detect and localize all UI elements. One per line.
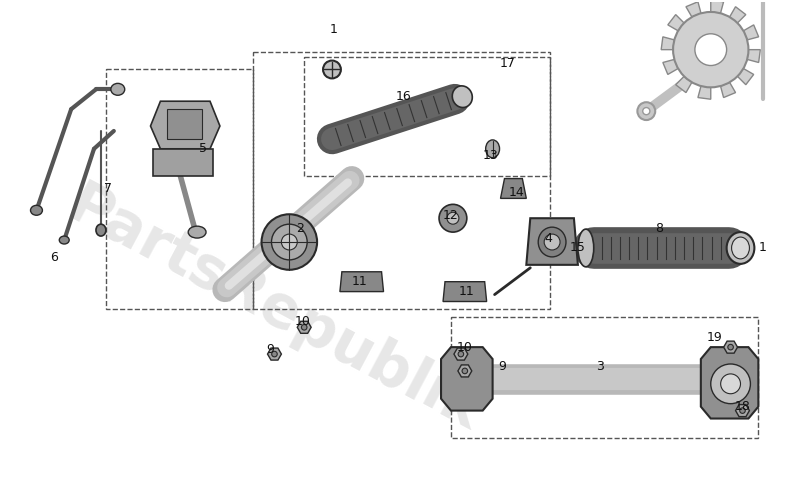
Circle shape [272,351,278,357]
Text: 4: 4 [544,232,552,245]
Circle shape [638,102,655,120]
Ellipse shape [538,227,566,257]
Bar [253,51,550,310]
Polygon shape [661,37,674,49]
Circle shape [695,34,726,66]
Circle shape [302,324,307,330]
Polygon shape [747,49,760,63]
Circle shape [673,12,749,87]
Text: 16: 16 [395,90,411,103]
Circle shape [716,55,722,60]
Text: 13: 13 [482,149,498,162]
Text: 14: 14 [509,186,524,199]
Bar [451,318,758,439]
Text: 10: 10 [294,315,310,328]
Polygon shape [686,2,701,17]
Polygon shape [454,348,468,360]
Polygon shape [701,347,758,418]
Circle shape [740,408,746,414]
Polygon shape [150,101,220,149]
Ellipse shape [111,83,125,95]
Polygon shape [721,82,735,98]
Text: 19: 19 [707,331,722,343]
Text: 11: 11 [352,275,368,288]
Polygon shape [663,59,678,74]
Ellipse shape [30,205,42,215]
Ellipse shape [731,237,750,259]
Polygon shape [738,69,754,85]
Circle shape [712,50,726,65]
Polygon shape [676,76,692,93]
Polygon shape [458,365,472,377]
Text: 8: 8 [655,221,663,235]
Text: 1: 1 [330,24,338,36]
Polygon shape [668,15,684,31]
Circle shape [710,364,750,404]
Circle shape [728,344,734,350]
Text: 3: 3 [596,361,604,373]
Text: 18: 18 [734,400,750,413]
Text: 12: 12 [443,209,459,222]
Text: 1: 1 [758,242,766,254]
Text: 9: 9 [498,361,506,373]
Polygon shape [501,178,526,198]
Text: 7: 7 [104,182,112,195]
Text: 17: 17 [499,57,515,70]
Text: 2: 2 [296,221,304,235]
Circle shape [458,351,464,357]
Polygon shape [526,218,578,265]
Circle shape [544,234,560,250]
Polygon shape [443,282,486,301]
Polygon shape [340,272,383,292]
Bar [167,109,202,139]
Polygon shape [441,347,493,411]
Ellipse shape [726,232,754,264]
Text: 10: 10 [457,341,473,354]
Circle shape [462,368,468,374]
Polygon shape [743,25,758,40]
Circle shape [262,214,317,270]
Text: 11: 11 [459,285,474,298]
Bar [106,70,253,310]
Polygon shape [698,86,710,99]
Text: 6: 6 [50,251,58,265]
Bar [304,57,550,175]
Ellipse shape [452,86,472,107]
Ellipse shape [59,236,69,244]
Text: PartsRepublik: PartsRepublik [58,176,491,442]
Ellipse shape [323,61,341,78]
Polygon shape [710,0,723,13]
Polygon shape [724,341,738,353]
Circle shape [271,224,307,260]
Text: 5: 5 [199,142,207,155]
Polygon shape [298,321,311,333]
Circle shape [282,234,298,250]
Polygon shape [730,7,746,23]
Circle shape [447,212,459,224]
Circle shape [439,204,467,232]
Circle shape [642,108,650,115]
Ellipse shape [486,140,499,158]
Polygon shape [154,149,213,175]
Ellipse shape [188,226,206,238]
Polygon shape [267,348,282,360]
Ellipse shape [96,224,106,236]
Circle shape [721,374,741,394]
Ellipse shape [578,229,594,267]
Polygon shape [735,405,750,416]
Text: 15: 15 [570,242,586,254]
Text: 9: 9 [266,343,274,356]
